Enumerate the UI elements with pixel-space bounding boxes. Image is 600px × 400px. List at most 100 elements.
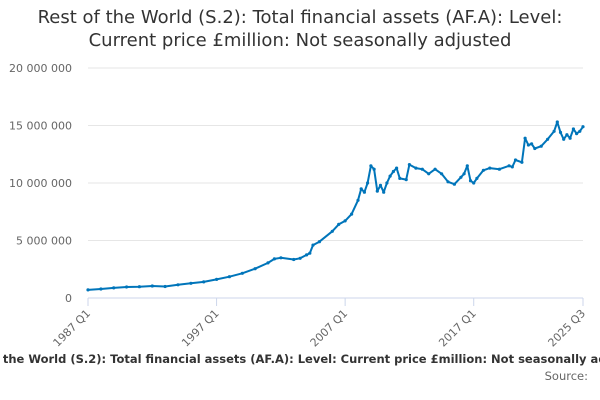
data-point [330,229,334,233]
data-point [359,187,363,191]
data-point [513,158,518,162]
data-point [539,144,543,148]
data-point [578,129,582,133]
data-point [202,280,206,284]
x-tick-label: 2017 Q1 [436,307,479,350]
data-point [125,285,129,289]
legend: Rest of the World (S.2): Total financial… [0,352,600,370]
data-point [366,181,370,185]
data-point [240,271,244,275]
x-tick-label: 2007 Q1 [308,307,351,350]
data-point [337,222,341,226]
data-point [507,164,511,168]
data-point [266,261,270,265]
data-point [356,198,360,202]
y-tick-label: 15 000 000 [9,120,72,133]
data-point [398,176,402,180]
data-point [520,160,524,164]
data-point [562,137,566,141]
data-point [137,285,141,289]
data-point [446,180,450,184]
gridlines [88,67,583,241]
data-point [317,240,321,244]
data-point [382,190,386,194]
data-point [253,267,257,271]
data-point [308,251,312,255]
data-point [462,172,466,176]
axes: 0 5 000 000 10 000 000 15 000 000 20 000 000… [9,62,588,349]
data-point [452,182,456,186]
data-point [350,212,354,216]
data-point [372,167,376,171]
data-point [176,283,180,287]
data-point [533,146,537,151]
data-point [433,167,437,171]
data-point [568,136,572,140]
data-point [99,287,103,291]
chart-title-line-1: Rest of the World (S.2): Total financial… [37,7,563,28]
data-point [526,143,531,147]
y-tick-label: 10 000 000 [9,177,72,190]
y-tick-label: 20 000 000 [9,62,72,75]
data-point [427,172,431,176]
data-point [298,256,302,260]
data-point [385,181,389,185]
data-point [305,253,309,257]
legend-entry: Rest of the World (S.2): Total financial… [0,352,600,366]
source-label: Source: [544,369,588,383]
data-point [391,169,395,174]
data-point [497,167,501,171]
data-point [465,164,469,168]
data-point [343,219,347,223]
data-point [150,284,154,288]
data-point [375,189,379,193]
data-point [440,172,444,176]
data-point [510,165,514,169]
data-point [86,288,90,292]
y-tick-label: 0 [65,292,72,305]
data-point [468,179,473,183]
data-point [575,132,579,136]
data-point [414,166,418,170]
x-tick-label: 1997 Q1 [179,307,222,350]
data-point [555,120,559,124]
data-point [558,130,563,134]
data-point [571,127,576,131]
data-point [112,286,116,290]
data-point [565,133,569,137]
data-point [552,129,556,133]
data-point [362,190,366,194]
series-layer [86,120,585,292]
data-point [311,243,315,247]
data-point [378,183,383,187]
data-point [279,256,283,260]
data-point [459,175,463,179]
data-point [227,275,231,279]
data-point [546,137,550,141]
data-point [407,163,411,167]
data-point [581,125,585,129]
data-point [163,284,167,289]
chart-title: Rest of the World (S.2): Total financial… [0,6,600,52]
data-point [488,166,492,170]
data-point [472,181,476,185]
data-point [395,166,399,170]
data-point [189,281,193,285]
data-point [420,167,424,171]
y-tick-label: 5 000 000 [16,235,72,248]
series-line [87,121,584,291]
x-tick-label: 2025 Q3 [546,307,589,350]
x-tick-label: 1987 Q1 [51,307,94,350]
data-point [272,257,276,261]
data-point [215,277,219,281]
data-point [292,257,296,262]
data-point [369,164,373,168]
data-point [523,136,527,140]
data-point [388,174,392,178]
data-point [481,168,485,172]
data-point [530,142,534,146]
data-point [404,178,408,182]
data-point [475,176,479,180]
chart-title-line-2: Current price £million: Not seasonally a… [88,30,512,51]
